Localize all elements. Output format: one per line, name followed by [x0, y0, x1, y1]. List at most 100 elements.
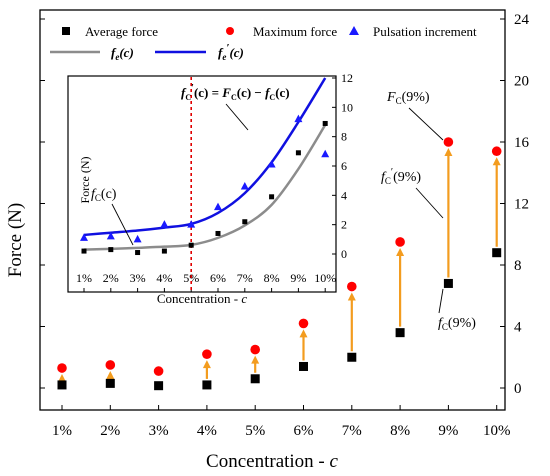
legend-avg-label: Average force	[85, 24, 158, 39]
inset-x-tick-label: 1%	[76, 271, 92, 285]
inset-fc-label: fC(c)	[91, 187, 117, 203]
maximum-force-point	[57, 363, 67, 373]
x-axis-label: Concentration - c	[206, 451, 338, 472]
maximum-force-point	[491, 146, 502, 157]
inset-average-point	[295, 150, 301, 156]
maximum-force-point	[250, 344, 260, 355]
inset-y-tick-label: 0	[341, 247, 347, 261]
inset-x-axis-label: Concentration - c	[157, 291, 247, 306]
inset-pulsation-point	[240, 182, 249, 190]
legend-max-marker	[226, 27, 234, 35]
average-force-point	[443, 278, 453, 288]
average-force-point	[250, 374, 260, 384]
average-force-point	[299, 361, 308, 371]
y-axis-label: Force (N)	[5, 203, 26, 277]
increment-arrow-head	[202, 360, 211, 369]
legend-avg-marker	[62, 27, 70, 35]
inset-x-tick-label: 9%	[290, 271, 306, 285]
svg-text:FC(9%): FC(9%)	[386, 90, 430, 106]
increment-arrow-head	[444, 148, 453, 156]
average-force-point	[347, 352, 357, 362]
x-tick-label: 8%	[390, 423, 410, 439]
y-tick-label: 12	[514, 197, 529, 213]
average-force-point	[395, 328, 405, 338]
y-tick-label: 20	[514, 74, 529, 90]
maximum-force-point	[347, 281, 357, 292]
increment-arrow-head	[396, 247, 405, 256]
annotation-fc-prime9: fC′(9%)	[381, 167, 444, 219]
inset-x-tick-label: 10%	[314, 271, 336, 285]
legend-pulse-label: Pulsation increment	[373, 24, 477, 39]
increment-arrow-head	[347, 292, 356, 301]
maximum-force-point	[298, 318, 309, 329]
y-tick-label: 4	[514, 320, 522, 336]
y-tick-label: 0	[514, 381, 522, 397]
inset-pulsation-point	[214, 202, 222, 211]
inset-x-tick-label: 2%	[103, 271, 119, 285]
inset-average-point	[242, 219, 248, 225]
fit-curve-fc	[83, 124, 327, 251]
increment-arrow-head	[58, 374, 66, 383]
inset-plot-frame	[67, 75, 337, 293]
x-tick-label: 9%	[438, 423, 458, 439]
fit-curve-fc-prime	[83, 77, 327, 237]
average-force-point	[492, 248, 502, 258]
inset-y-tick-label: 6	[341, 159, 347, 173]
inset-y-tick-label: 4	[341, 188, 347, 202]
inset-y-axis-label: Force (N)	[78, 157, 92, 204]
inset-x-tick-label: 8%	[264, 271, 280, 285]
increment-arrow-head	[492, 157, 501, 166]
inset-x-tick-label: 3%	[130, 271, 146, 285]
x-tick-label: 2%	[100, 423, 120, 439]
inset-equation-leader	[225, 103, 249, 131]
inset-equation: fC′(c) = FC(c) − fC(c)	[181, 83, 290, 102]
inset-x-tick-label: 4%	[156, 271, 172, 285]
increment-arrow-head	[106, 370, 115, 379]
inset-average-point	[161, 248, 167, 254]
y-tick-label: 16	[514, 135, 530, 151]
inset-average-point	[215, 230, 221, 236]
inset-pulsation-point	[133, 234, 142, 243]
inset-average-point	[269, 194, 275, 200]
inset-y-tick-label: 2	[341, 218, 347, 232]
inset-x-tick-label: 6%	[210, 271, 226, 285]
average-force-point	[154, 381, 164, 391]
inset-pulsation-point	[187, 220, 196, 228]
average-force-point	[57, 380, 67, 390]
inset-pulsation-point	[80, 233, 88, 241]
inset-y-tick-label: 8	[341, 130, 347, 144]
inset-pulsation-point	[160, 220, 169, 228]
inset-pulsation-point	[267, 160, 276, 168]
inset-y-tick-label: 10	[341, 100, 353, 114]
inset-average-point	[81, 248, 87, 254]
legend-pulse-marker	[349, 26, 359, 35]
main-plot-frame	[39, 9, 506, 411]
maximum-force-point	[105, 360, 116, 370]
x-tick-label: 7%	[342, 423, 362, 439]
x-tick-label: 10%	[483, 423, 511, 439]
maximum-force-point	[443, 137, 454, 147]
inset-pulsation-point	[321, 149, 330, 158]
maximum-force-point	[153, 366, 164, 376]
inset-pulsation-point	[106, 231, 115, 240]
average-force-point	[202, 380, 212, 390]
annotation-Fc9: FC(9%)	[386, 90, 444, 141]
legend-max-label: Maximum force	[253, 24, 337, 39]
svg-text:fC(9%): fC(9%)	[438, 316, 476, 332]
inset-average-point	[322, 120, 328, 126]
y-tick-label: 8	[514, 258, 522, 274]
inset-fc-leader	[111, 203, 134, 246]
inset-average-point	[108, 247, 114, 253]
inset-x-tick-label: 7%	[237, 271, 253, 285]
increment-arrow-head	[251, 355, 260, 364]
legend-fit2-label: fe′(c)	[218, 42, 244, 62]
y-tick-label: 24	[514, 12, 530, 28]
maximum-force-point	[202, 349, 212, 359]
average-force-point	[105, 378, 115, 388]
inset-y-tick-label: 12	[341, 71, 353, 85]
legend-fit1-label: fe(c)	[111, 45, 134, 62]
annotation-fc9: fC(9%)	[438, 288, 476, 332]
x-tick-label: 5%	[245, 423, 265, 439]
